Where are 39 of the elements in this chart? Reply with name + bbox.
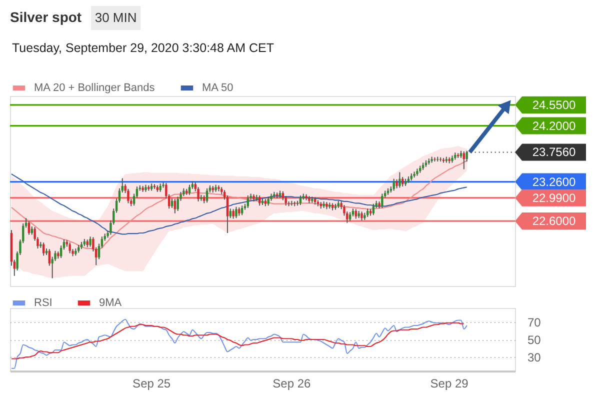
candlestick — [229, 208, 232, 219]
legend-label: MA 50 — [202, 82, 234, 94]
text: 30 MIN — [94, 10, 137, 25]
chart-subtitle: Tuesday, September 29, 2020 3:30:48 AM CET — [12, 41, 274, 55]
legend-label: RSI — [34, 297, 52, 309]
ref-line-label: 22.6000 — [532, 214, 576, 228]
candlestick — [176, 196, 179, 212]
legend-label: MA 20 + Bollinger Bands — [34, 82, 156, 94]
candlestick — [188, 184, 191, 196]
candlestick — [392, 178, 395, 192]
y-tick-label: 50 — [528, 333, 542, 347]
ref-line-label: 24.5500 — [532, 98, 576, 112]
candlestick — [68, 242, 71, 254]
candlestick — [462, 150, 466, 170]
ref-line-label: 24.2000 — [532, 118, 576, 133]
line-series — [10, 322, 464, 360]
chart-title: Silver spot — [10, 9, 82, 25]
candlestick — [372, 203, 375, 216]
candlestick — [381, 193, 384, 208]
y-tick-label: 70 — [528, 316, 542, 330]
ref-line-label: 22.9900 — [532, 190, 576, 205]
candlestick — [235, 206, 238, 219]
y-tick-label: 30 — [528, 350, 542, 364]
candlestick — [240, 205, 244, 216]
x-tick-label: Sep 29 — [430, 376, 469, 390]
candlestick — [28, 220, 30, 236]
candlestick — [127, 188, 130, 204]
x-tick-label: Sep 26 — [272, 376, 312, 390]
ref-line-label: 23.2600 — [532, 174, 576, 189]
x-tick-label: Sep 25 — [132, 376, 171, 390]
candlestick — [354, 208, 358, 220]
candlestick — [206, 188, 208, 204]
candlestick — [232, 208, 234, 220]
line-series — [10, 318, 468, 369]
ref-line-label: 23.7560 — [532, 145, 576, 160]
legend-label: 9MA — [99, 297, 122, 309]
candlestick — [89, 236, 92, 248]
candlestick — [197, 186, 200, 202]
candlestick — [398, 172, 401, 188]
